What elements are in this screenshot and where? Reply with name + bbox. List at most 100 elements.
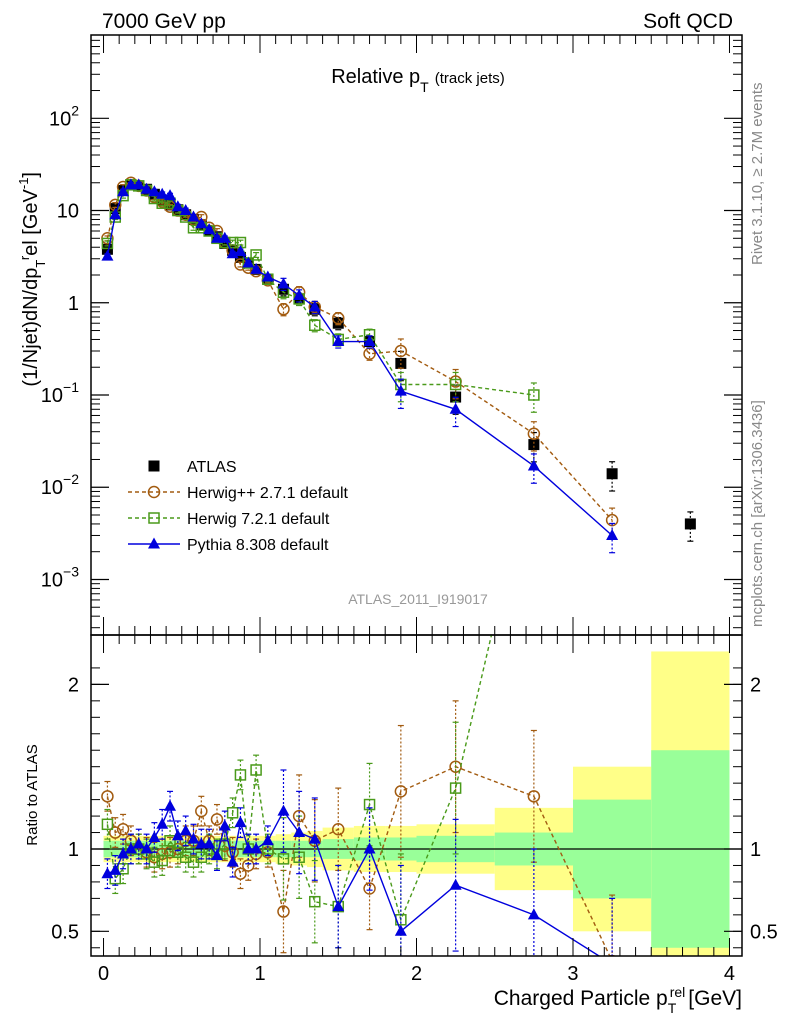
- ratio-y-tick-label: 1: [68, 839, 79, 861]
- ratio-point: [203, 837, 216, 849]
- legend-marker: [147, 485, 161, 499]
- ratio-point: [195, 837, 208, 849]
- data-point: [606, 528, 619, 540]
- ratio-point: [164, 799, 177, 811]
- data-point: [394, 384, 407, 396]
- data-point: [195, 217, 208, 229]
- data-point: [277, 303, 290, 316]
- data-point: [527, 459, 540, 471]
- ratio-point: [226, 855, 239, 867]
- data-point: [140, 182, 153, 194]
- ratio-panel: 0.5 0.5 1 1 2 2 0 1 2 3 4 Ratio to ATLAS Charged P…: [24, 634, 778, 1016]
- data-point: [187, 210, 200, 222]
- ratio-point: [527, 790, 541, 803]
- data-point: [156, 187, 169, 199]
- ratio-point: [124, 842, 137, 854]
- ratio-point: [195, 804, 208, 818]
- ratio-point: [101, 818, 114, 831]
- x-tick-label: 1: [254, 963, 265, 985]
- x-tick-label: 4: [724, 963, 735, 985]
- data-point: [449, 378, 462, 391]
- ratio-point: [309, 895, 321, 908]
- plot-title-extra: (track jets): [435, 70, 505, 87]
- ratio-point: [109, 826, 122, 839]
- data-point: [101, 243, 113, 255]
- ratio-point: [363, 842, 376, 854]
- ratio-point: [116, 822, 130, 836]
- ratio-point: [394, 924, 407, 936]
- data-point: [219, 237, 231, 249]
- ratio-y-tick-label-right: 0.5: [750, 921, 778, 943]
- x-axis-label: Charged Particle pTrel [GeV]: [494, 984, 742, 1016]
- watermark: ATLAS_2011_I919017: [348, 591, 488, 607]
- ratio-point: [164, 835, 176, 847]
- ratio-point: [148, 856, 161, 868]
- ratio-point: [156, 817, 169, 829]
- ratio-point: [449, 782, 462, 794]
- ratio-point: [449, 878, 462, 890]
- plot-title: Relative pT (track jets): [331, 66, 505, 95]
- data-point: [684, 518, 696, 530]
- header-right: Soft QCD: [643, 10, 733, 33]
- ratio-y-axis-label: Ratio to ATLAS: [24, 744, 41, 845]
- ratio-point: [218, 819, 231, 831]
- ratio-point: [101, 867, 114, 879]
- data-point: [234, 244, 247, 256]
- data-point: [124, 178, 137, 190]
- y-tick-label: 10: [57, 201, 79, 223]
- data-point: [308, 300, 321, 312]
- data-point: [293, 288, 306, 300]
- ratio-point: [277, 853, 290, 865]
- legend-label: Pythia 8.308 default: [187, 537, 329, 554]
- data-point: [250, 249, 262, 261]
- data-point: [234, 251, 246, 263]
- legend-label: ATLAS: [187, 459, 237, 476]
- ratio-point: [140, 842, 153, 854]
- ratio-point: [234, 867, 247, 880]
- ratio-point: [363, 882, 376, 895]
- data-point: [210, 231, 223, 243]
- data-point: [309, 319, 321, 332]
- ratio-point: [226, 807, 239, 819]
- side-text-rivet: Rivet 3.1.10, ≥ 2.7M events: [749, 83, 766, 266]
- top-y-axis-label: (1/Njet)dN/dpTrel [GeV-1]: [16, 172, 48, 387]
- ratio-point: [332, 900, 345, 912]
- data-point: [101, 249, 114, 261]
- y-tick-label: 1: [68, 293, 79, 315]
- ratio-point: [187, 832, 200, 844]
- ratio-point: [234, 769, 247, 781]
- ratio-y-tick-label: 0.5: [51, 921, 79, 943]
- y-tick-label: 102: [49, 102, 79, 130]
- data-point: [250, 262, 263, 274]
- data-point: [109, 208, 122, 220]
- data-point: [148, 185, 161, 197]
- series-line: [106, 184, 534, 396]
- data-point: [363, 335, 376, 347]
- header-left: 7000 GeV pp: [102, 10, 226, 33]
- ratio-point: [171, 829, 184, 841]
- ratio-point: [394, 785, 408, 798]
- data-point: [332, 335, 345, 347]
- legend-label: Herwig++ 2.7.1 default: [187, 485, 349, 502]
- ratio-point: [117, 847, 130, 859]
- ratio-point: [250, 764, 262, 776]
- data-point: [605, 513, 619, 527]
- data-point: [277, 277, 290, 289]
- ratio-point: [210, 813, 224, 826]
- ratio-point: [277, 804, 290, 816]
- ratio-point: [527, 908, 540, 920]
- x-tick-label: 3: [567, 963, 578, 985]
- ratio-y-tick-label: 2: [68, 674, 79, 696]
- plot-title-subscript: T: [420, 79, 429, 95]
- ratio-point: [101, 790, 114, 803]
- legend-marker: [148, 460, 160, 472]
- ratio-point: [332, 822, 345, 836]
- series-herwig-7-2-1-default: [101, 179, 540, 413]
- data-point: [132, 178, 145, 190]
- data-point: [117, 185, 130, 197]
- ratio-point: [250, 842, 263, 854]
- data-point: [528, 389, 540, 401]
- ratio-point: [179, 824, 192, 836]
- top-y-axis-ticks: 10−3 10−2 10−1 1 10 102: [41, 34, 742, 635]
